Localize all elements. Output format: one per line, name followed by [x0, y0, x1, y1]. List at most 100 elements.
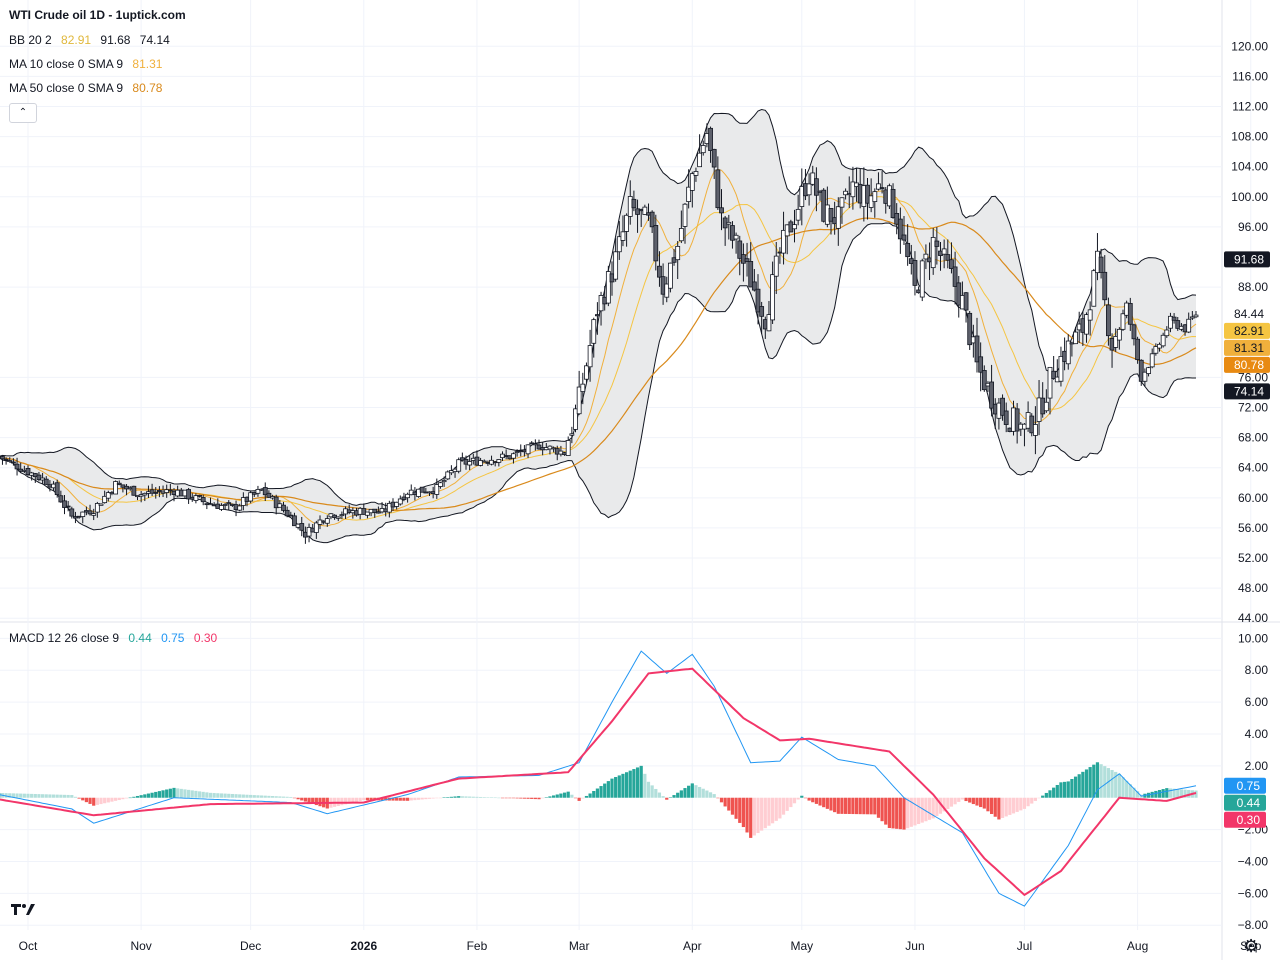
candle [222, 502, 228, 510]
candle-body [941, 248, 947, 255]
macd-histogram-bar [1077, 774, 1081, 798]
macd-histogram-bar [1066, 781, 1070, 798]
macd-signal-value: 0.30 [193, 631, 218, 645]
candle-body [949, 259, 954, 269]
candle [708, 126, 713, 163]
candle [1168, 312, 1173, 333]
candle [281, 501, 286, 513]
macd-histogram-bar [343, 797, 348, 805]
candle-body [273, 496, 279, 509]
candle [843, 188, 848, 200]
candle-body [978, 356, 984, 373]
candle-body [514, 451, 520, 453]
macd-histogram-bar [730, 797, 735, 815]
candle-body [113, 481, 118, 495]
macd-histogram-bar [22, 793, 26, 798]
candle [284, 506, 290, 518]
candle-body [10, 461, 16, 464]
macd-histogram-bar [672, 795, 676, 798]
settings-gear-icon[interactable]: ⚙ [1243, 936, 1260, 956]
candle [1189, 311, 1195, 320]
macd-histogram-bar [114, 797, 118, 801]
candle-body [1127, 303, 1133, 325]
macd-histogram-bar [990, 797, 994, 815]
candle-body [1175, 320, 1181, 329]
collapse-legend-button[interactable]: ⌃ [9, 103, 37, 123]
time-axis[interactable]: Oct Nov Dec 2026 Feb Mar Apr May Jun Jul Aug Sep [19, 939, 1262, 953]
macd-histogram-bar [573, 797, 578, 799]
candle-body [397, 498, 403, 505]
macd-histogram-bar [661, 796, 665, 798]
legend-macd[interactable]: MACD 12 26 close 9 0.44 0.75 0.30 [9, 631, 223, 645]
candle [65, 501, 71, 512]
candle-body [284, 509, 290, 517]
macd-histogram-bar [201, 791, 205, 798]
macd-histogram-bar [1194, 790, 1198, 798]
candle [1014, 403, 1020, 444]
candle-body [642, 206, 648, 215]
candle [686, 169, 692, 209]
candle [536, 439, 542, 450]
macd-histogram-bar [847, 797, 851, 814]
candle-body [730, 225, 735, 241]
macd-histogram-bar [993, 797, 997, 817]
macd-histogram-bar [292, 797, 297, 799]
macd-histogram-bar [1030, 797, 1034, 804]
macd-histogram-bar [938, 797, 943, 814]
candle [1102, 255, 1108, 306]
macd-histogram-bar [62, 794, 67, 798]
candle-body [1189, 316, 1195, 319]
price-axis[interactable]: 120.00 116.00 112.00 108.00 104.00 100.00 96.0… [1223, 39, 1271, 932]
legend-ma50[interactable]: MA 50 close 0 SMA 9 80.78 [9, 81, 168, 95]
candle-body [890, 188, 896, 218]
macd-histogram-bar [4, 793, 8, 798]
macd-histogram-bar [260, 795, 264, 798]
candle-body [1120, 313, 1126, 330]
legend-ma10[interactable]: MA 10 close 0 SMA 9 81.31 [9, 57, 168, 71]
macd-histogram-bar [763, 797, 767, 829]
time-tick-label: Oct [19, 939, 38, 953]
candle-body [697, 152, 702, 168]
candle [1051, 355, 1057, 380]
macd-histogram-bar [1084, 769, 1089, 798]
macd-histogram-bar [895, 797, 899, 829]
macd-histogram-bar [548, 796, 552, 798]
candle [87, 504, 93, 516]
candle-body [226, 502, 232, 505]
candle-body [872, 191, 878, 203]
price-tick-label: 76.00 [1238, 370, 1268, 384]
candle [1120, 309, 1126, 331]
candle [1186, 312, 1192, 334]
candle [773, 242, 779, 294]
legend-bb[interactable]: BB 20 2 82.91 91.68 74.14 [9, 33, 176, 47]
candle-body [1003, 410, 1009, 425]
candle [496, 458, 502, 467]
macd-histogram-bar [559, 793, 563, 798]
candle [299, 516, 305, 537]
macd-histogram-bar [154, 791, 158, 798]
macd-histogram-bar [752, 797, 756, 836]
tradingview-logo-icon[interactable] [10, 900, 36, 925]
candle [262, 482, 268, 502]
candle-body [759, 306, 765, 317]
macd-histogram-bar [475, 796, 479, 798]
candle-body [237, 505, 243, 511]
macd-histogram-bar [654, 788, 658, 798]
candle-body [569, 433, 575, 436]
candle [733, 232, 739, 254]
candle [890, 183, 896, 219]
macd-histogram-bar [1004, 797, 1008, 817]
macd-histogram-bar [384, 797, 388, 801]
macd-histogram-bar [971, 797, 975, 805]
candle-body [613, 251, 619, 280]
candle [952, 251, 958, 305]
macd-histogram-bar [792, 797, 797, 804]
macd-histogram-bar [687, 785, 691, 798]
candle [744, 242, 750, 277]
candle-body [62, 500, 67, 508]
macd-label-0.75: 0.75 [1224, 777, 1266, 794]
macd-histogram-bar [296, 797, 300, 800]
macd-histogram-bar [1165, 788, 1169, 798]
